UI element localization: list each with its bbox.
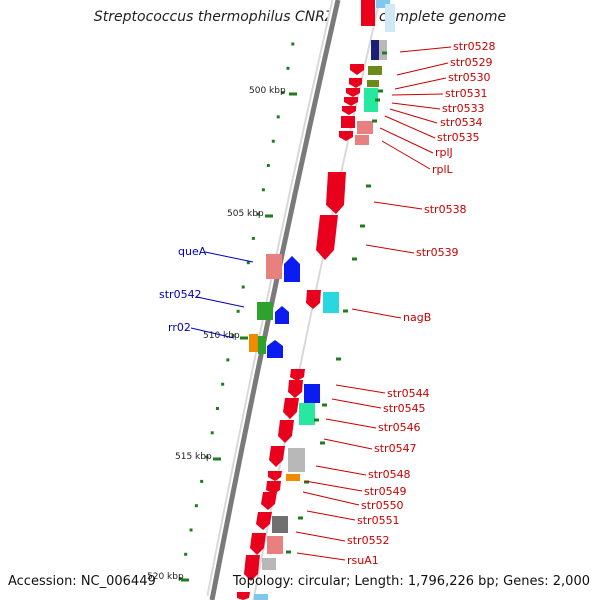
gene-block[interactable] xyxy=(254,594,268,600)
ruler-ticks xyxy=(178,42,295,581)
gene-arrow[interactable] xyxy=(316,215,338,260)
reverse-genes xyxy=(249,254,300,358)
gene-arrow[interactable] xyxy=(349,78,362,88)
gene-arrow[interactable] xyxy=(266,481,281,494)
gene-block[interactable] xyxy=(257,302,273,320)
gene-block[interactable] xyxy=(361,0,375,26)
gene-arrow[interactable] xyxy=(237,592,250,600)
gene-arrow[interactable] xyxy=(342,106,356,115)
gene-arrow[interactable] xyxy=(283,398,299,419)
gene-label-str0531[interactable]: str0531 xyxy=(445,87,488,100)
ruler-tick-515: 515 kbp xyxy=(175,452,221,462)
gene-arrow[interactable] xyxy=(284,256,300,282)
gene-arrow[interactable] xyxy=(244,555,260,581)
gene-label-str0539[interactable]: str0539 xyxy=(416,246,459,259)
gene-label-str0552[interactable]: str0552 xyxy=(347,534,390,547)
gene-arrow[interactable] xyxy=(306,290,321,309)
gene-label-str0533[interactable]: str0533 xyxy=(442,102,485,115)
topology-info: Topology: circular; Length: 1,796,226 bp… xyxy=(232,574,590,589)
gene-label-str0528[interactable]: str0528 xyxy=(453,40,496,53)
gene-label-str0534[interactable]: str0534 xyxy=(440,116,483,129)
forward-label-leaders xyxy=(295,46,452,561)
ruler-tick-505: 505 kbp xyxy=(227,209,273,219)
gene-label-str0547[interactable]: str0547 xyxy=(374,442,417,455)
genome-title: Streptococcus thermophilus CNRZ1066, com… xyxy=(93,9,507,25)
gene-label-queA[interactable]: queA xyxy=(178,245,207,258)
gene-label-nagB[interactable]: nagB xyxy=(403,311,431,324)
gene-marker-dashes xyxy=(286,51,387,554)
gene-arrow[interactable] xyxy=(269,446,285,467)
gene-block[interactable] xyxy=(385,4,395,32)
gene-block[interactable] xyxy=(367,80,379,87)
gene-arrow[interactable] xyxy=(339,131,353,141)
gene-arrow[interactable] xyxy=(267,340,283,358)
gene-block[interactable] xyxy=(364,88,378,112)
gene-block[interactable] xyxy=(262,558,276,570)
gene-arrow[interactable] xyxy=(250,533,266,555)
gene-arrow[interactable] xyxy=(261,492,277,510)
ruler-tick-510: 510 kbp xyxy=(203,331,248,341)
backbone-line xyxy=(209,0,341,600)
gene-label-str0550[interactable]: str0550 xyxy=(361,499,404,512)
gene-arrow[interactable] xyxy=(278,420,294,443)
gene-arrow[interactable] xyxy=(256,512,272,530)
gene-arrow[interactable] xyxy=(290,369,305,381)
gene-label-rsuA1[interactable]: rsuA1 xyxy=(347,554,379,567)
gene-block[interactable] xyxy=(258,336,266,354)
forward-labels: str0528str0529str0530str0531str0533str05… xyxy=(347,40,496,567)
gene-label-str0530[interactable]: str0530 xyxy=(448,71,491,84)
gene-label-str0546[interactable]: str0546 xyxy=(378,421,421,434)
gene-label-str0549[interactable]: str0549 xyxy=(364,485,407,498)
gene-block[interactable] xyxy=(249,334,258,352)
accession-label: Accession: NC_006449 xyxy=(8,574,156,589)
gene-block[interactable] xyxy=(286,474,300,481)
gene-label-str0551[interactable]: str0551 xyxy=(357,514,400,527)
ruler-tick-500: 500 kbp xyxy=(249,86,297,96)
gene-label-str0538[interactable]: str0538 xyxy=(424,203,467,216)
gene-arrow[interactable] xyxy=(275,306,289,324)
gene-block[interactable] xyxy=(355,135,369,145)
gene-arrow[interactable] xyxy=(326,172,346,214)
gene-arrow[interactable] xyxy=(344,97,358,106)
gene-block[interactable] xyxy=(304,384,320,403)
gene-block[interactable] xyxy=(368,66,382,75)
gene-block[interactable] xyxy=(371,40,379,60)
ruler-label-505: 505 kbp xyxy=(227,209,264,219)
gene-block[interactable] xyxy=(288,448,305,472)
gene-arrow[interactable] xyxy=(346,88,360,97)
ruler-tick-520: 520 kbp xyxy=(147,572,189,582)
gene-label-rplL[interactable]: rplL xyxy=(432,163,454,176)
gene-label-str0545[interactable]: str0545 xyxy=(383,402,426,415)
gene-block[interactable] xyxy=(299,403,315,425)
gene-arrow[interactable] xyxy=(350,64,364,75)
gene-label-rr02[interactable]: rr02 xyxy=(168,321,191,334)
gene-label-str0548[interactable]: str0548 xyxy=(368,468,411,481)
ruler-label-520: 520 kbp xyxy=(147,572,184,582)
backbone-track xyxy=(206,0,380,600)
gene-label-str0535[interactable]: str0535 xyxy=(437,131,480,144)
gene-block[interactable] xyxy=(272,516,288,533)
ruler-label-500: 500 kbp xyxy=(249,86,286,96)
gene-block[interactable] xyxy=(266,254,282,279)
ruler-label-510: 510 kbp xyxy=(203,331,240,341)
gene-label-rplJ[interactable]: rplJ xyxy=(435,146,453,159)
forward-genes xyxy=(237,0,395,600)
reverse-label-leaders xyxy=(190,251,254,339)
gene-arrow[interactable] xyxy=(268,471,282,481)
gene-label-str0542[interactable]: str0542 xyxy=(159,288,202,301)
gene-label-str0544[interactable]: str0544 xyxy=(387,387,430,400)
gene-block[interactable] xyxy=(323,292,339,313)
gene-block[interactable] xyxy=(379,40,387,60)
gene-block[interactable] xyxy=(376,0,390,8)
reverse-labels: queA str0542 rr02 xyxy=(159,245,207,334)
gene-block[interactable] xyxy=(267,536,283,554)
gene-arrow[interactable] xyxy=(288,380,303,398)
gene-block[interactable] xyxy=(357,121,373,134)
ruler-label-515: 515 kbp xyxy=(175,452,212,462)
gene-block[interactable] xyxy=(341,116,355,128)
ruler-labels: 500 kbp 505 kbp 510 kbp 515 kbp 520 kbp xyxy=(147,86,297,582)
gene-label-str0529[interactable]: str0529 xyxy=(450,56,493,69)
